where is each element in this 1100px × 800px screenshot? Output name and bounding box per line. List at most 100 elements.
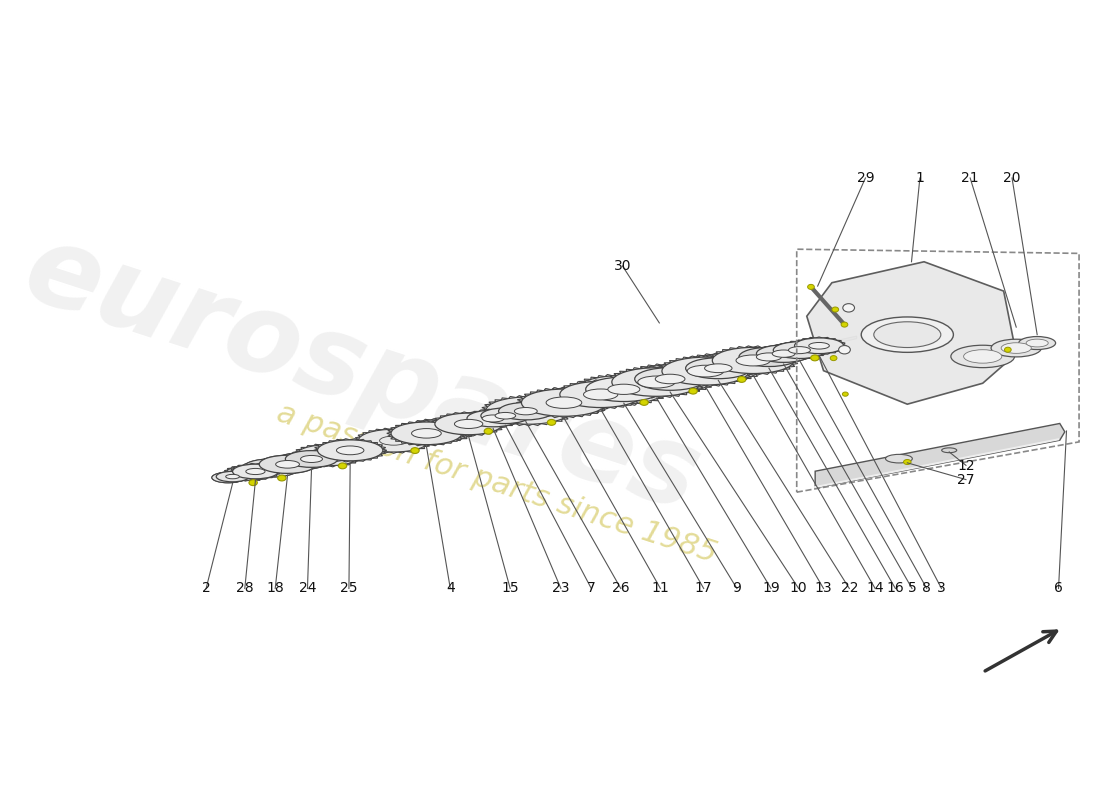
- Polygon shape: [220, 336, 857, 481]
- Polygon shape: [561, 390, 662, 407]
- Ellipse shape: [808, 342, 829, 349]
- Ellipse shape: [773, 342, 826, 358]
- Ellipse shape: [679, 359, 745, 380]
- Text: 7: 7: [587, 582, 596, 595]
- Polygon shape: [707, 346, 799, 375]
- Ellipse shape: [772, 350, 795, 358]
- Ellipse shape: [515, 407, 537, 415]
- Polygon shape: [359, 434, 462, 452]
- Ellipse shape: [482, 415, 504, 422]
- Polygon shape: [485, 411, 553, 423]
- Ellipse shape: [635, 368, 705, 390]
- Ellipse shape: [469, 418, 490, 425]
- Ellipse shape: [830, 355, 837, 361]
- Text: 22: 22: [840, 582, 858, 595]
- Ellipse shape: [454, 419, 483, 429]
- Text: 20: 20: [1003, 171, 1021, 186]
- Ellipse shape: [453, 413, 506, 430]
- Text: 4: 4: [446, 582, 454, 595]
- Polygon shape: [212, 471, 249, 478]
- Ellipse shape: [747, 355, 771, 363]
- Ellipse shape: [757, 345, 811, 362]
- Text: 8: 8: [922, 582, 932, 595]
- Polygon shape: [230, 463, 280, 480]
- Ellipse shape: [750, 346, 804, 364]
- Text: a passion for parts since 1985: a passion for parts since 1985: [273, 398, 720, 569]
- Text: 14: 14: [867, 582, 884, 595]
- Text: 15: 15: [502, 582, 519, 595]
- Polygon shape: [561, 377, 662, 394]
- Polygon shape: [226, 471, 278, 480]
- Polygon shape: [485, 402, 553, 414]
- Ellipse shape: [243, 459, 299, 477]
- Ellipse shape: [768, 343, 821, 360]
- Ellipse shape: [729, 350, 789, 369]
- Ellipse shape: [502, 410, 524, 418]
- Polygon shape: [481, 395, 576, 426]
- Ellipse shape: [226, 474, 240, 478]
- Ellipse shape: [585, 377, 662, 402]
- Text: 11: 11: [651, 582, 669, 595]
- Ellipse shape: [794, 338, 844, 354]
- Polygon shape: [657, 355, 755, 386]
- Polygon shape: [674, 353, 767, 382]
- Polygon shape: [486, 389, 606, 410]
- Polygon shape: [243, 455, 316, 468]
- Polygon shape: [621, 363, 719, 394]
- Text: 13: 13: [815, 582, 833, 595]
- Ellipse shape: [260, 464, 283, 471]
- Polygon shape: [527, 382, 641, 402]
- Ellipse shape: [739, 347, 799, 366]
- Ellipse shape: [339, 463, 346, 469]
- Ellipse shape: [260, 455, 316, 474]
- Text: eurospares: eurospares: [12, 215, 713, 534]
- Ellipse shape: [217, 471, 249, 482]
- Ellipse shape: [757, 353, 781, 361]
- Ellipse shape: [843, 392, 848, 396]
- Ellipse shape: [842, 322, 848, 327]
- Polygon shape: [806, 262, 1016, 404]
- Polygon shape: [768, 350, 826, 360]
- Ellipse shape: [704, 362, 737, 373]
- Ellipse shape: [359, 430, 429, 452]
- Ellipse shape: [873, 322, 940, 347]
- Text: 9: 9: [733, 582, 741, 595]
- Ellipse shape: [603, 384, 639, 396]
- Ellipse shape: [552, 397, 584, 407]
- Polygon shape: [223, 465, 275, 481]
- Ellipse shape: [249, 480, 257, 486]
- Polygon shape: [522, 387, 614, 416]
- Ellipse shape: [886, 454, 912, 463]
- Polygon shape: [571, 374, 671, 406]
- Ellipse shape: [783, 348, 804, 354]
- Polygon shape: [464, 409, 522, 428]
- Ellipse shape: [811, 355, 819, 361]
- Polygon shape: [226, 464, 278, 473]
- Text: 17: 17: [695, 582, 713, 595]
- Ellipse shape: [232, 464, 278, 479]
- Ellipse shape: [964, 350, 1002, 363]
- Ellipse shape: [277, 475, 286, 481]
- Ellipse shape: [950, 346, 1014, 368]
- Polygon shape: [453, 410, 519, 422]
- Ellipse shape: [608, 384, 640, 394]
- Text: 21: 21: [961, 171, 979, 186]
- Ellipse shape: [276, 461, 299, 468]
- Ellipse shape: [638, 376, 675, 388]
- Polygon shape: [627, 357, 749, 379]
- Ellipse shape: [521, 389, 606, 416]
- Ellipse shape: [337, 446, 364, 454]
- Text: 2: 2: [201, 582, 210, 595]
- Polygon shape: [405, 424, 503, 442]
- Polygon shape: [354, 428, 433, 454]
- Ellipse shape: [405, 420, 472, 442]
- Polygon shape: [792, 337, 847, 354]
- Ellipse shape: [240, 470, 258, 476]
- Ellipse shape: [698, 366, 725, 374]
- Polygon shape: [815, 423, 1065, 488]
- Polygon shape: [768, 342, 826, 351]
- Polygon shape: [450, 412, 509, 430]
- Ellipse shape: [426, 426, 452, 435]
- Ellipse shape: [527, 389, 609, 415]
- Text: 24: 24: [299, 582, 316, 595]
